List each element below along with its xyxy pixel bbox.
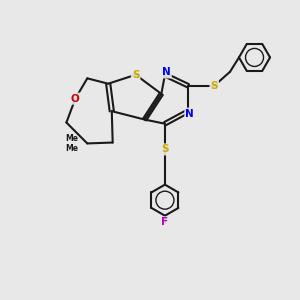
Text: O: O bbox=[71, 94, 80, 103]
Text: F: F bbox=[161, 217, 169, 227]
Text: N: N bbox=[185, 109, 194, 118]
Text: Me: Me bbox=[65, 134, 78, 142]
Text: N: N bbox=[162, 68, 171, 77]
Text: S: S bbox=[161, 144, 169, 154]
Text: Me: Me bbox=[65, 144, 78, 153]
Text: S: S bbox=[132, 70, 140, 80]
Text: S: S bbox=[211, 81, 218, 91]
